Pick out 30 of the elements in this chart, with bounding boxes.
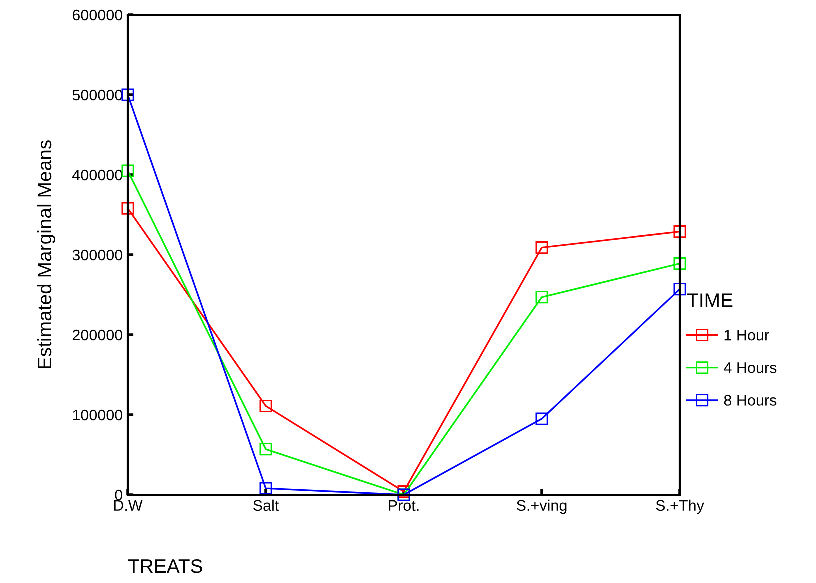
legend-label: 8 Hours xyxy=(724,395,777,406)
point xyxy=(674,283,686,296)
legend-label: 4 Hours xyxy=(724,362,777,374)
legend-title: TIME xyxy=(687,294,733,308)
point xyxy=(260,400,272,412)
legend-label: 1 Hour xyxy=(724,330,770,341)
y-tick-label: 100000 xyxy=(73,410,123,421)
y-tick-label: 500000 xyxy=(72,90,123,101)
point xyxy=(122,88,134,102)
point xyxy=(536,242,548,254)
point xyxy=(536,412,548,426)
x-tick-label: Salt xyxy=(254,500,280,512)
y-tick-label: 0 xyxy=(115,490,123,501)
point xyxy=(122,164,134,178)
x-tick-label: Prot. xyxy=(389,500,419,512)
point xyxy=(674,258,686,270)
point xyxy=(260,482,272,495)
y-tick-label: 300000 xyxy=(72,250,123,261)
point xyxy=(674,226,686,238)
x-tick-label: D.W xyxy=(114,500,143,511)
y-tick-label: 400000 xyxy=(72,170,123,181)
y-tick-label: 200000 xyxy=(72,330,123,341)
x-tick-label: S.+ving xyxy=(517,500,567,514)
x-axis-title: TREATS xyxy=(128,559,202,574)
point xyxy=(260,443,272,456)
point xyxy=(536,291,548,304)
y-tick-label: 600000 xyxy=(72,10,123,21)
y-axis-title: Estimated Marginal Means xyxy=(37,140,56,368)
point xyxy=(122,202,134,215)
x-tick-label: S.+Thy xyxy=(656,500,704,514)
